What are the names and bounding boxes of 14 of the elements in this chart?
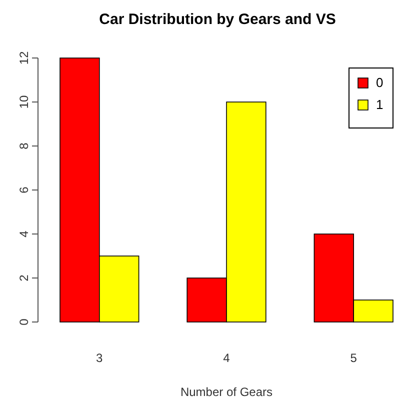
y-tick-label: 8 <box>17 142 31 150</box>
y-tick-label: 6 <box>17 186 31 194</box>
legend-label: 1 <box>376 97 384 112</box>
y-tick-label: 10 <box>17 95 31 109</box>
x-tick-label: 4 <box>223 351 230 365</box>
x-tick-label: 5 <box>350 351 358 365</box>
legend-label: 0 <box>376 75 384 90</box>
y-tick-label: 0 <box>17 318 31 326</box>
y-tick-label: 2 <box>17 274 31 282</box>
x-axis-title: Number of Gears <box>180 385 273 399</box>
chart-title: Car Distribution by Gears and VS <box>99 11 336 28</box>
y-tick-label: 12 <box>17 51 31 65</box>
x-tick-label: 3 <box>96 351 104 365</box>
y-tick-label: 4 <box>17 230 31 238</box>
